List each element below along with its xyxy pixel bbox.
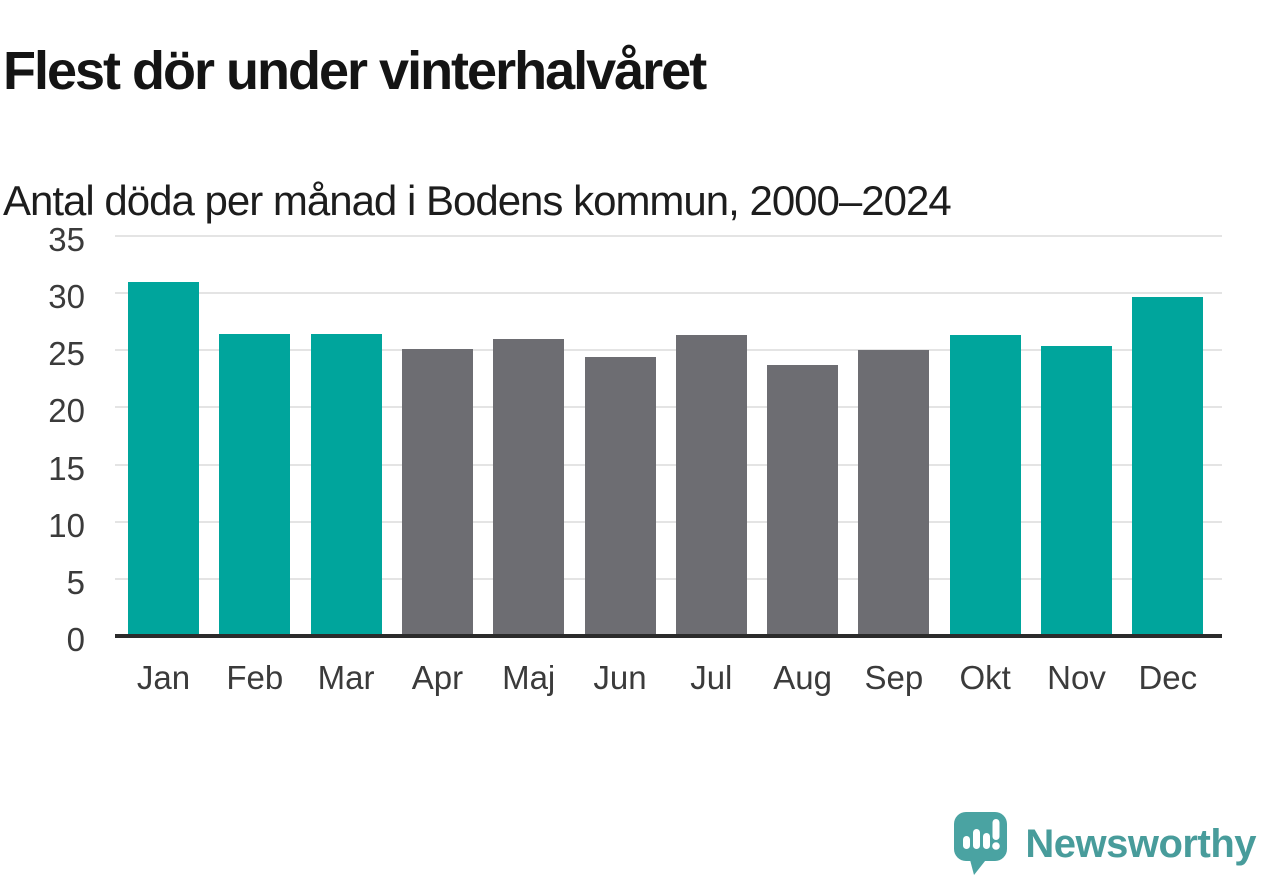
x-tick-label-dec: Dec	[1138, 659, 1198, 696]
logo-exclamation-dot	[992, 842, 1001, 850]
y-tick-label-20: 20	[48, 392, 85, 430]
gridline-30	[115, 292, 1222, 295]
bar-aug	[767, 365, 839, 636]
y-tick-label-0: 0	[66, 621, 85, 658]
x-tick-label-mar: Mar	[317, 659, 375, 696]
x-tick-label-sep: Sep	[864, 659, 924, 696]
gridline-25	[115, 349, 1222, 352]
logo-exclamation-bar	[992, 819, 1000, 840]
chart-subtitle: Antal döda per månad i Bodens kommun, 20…	[3, 177, 952, 224]
y-tick-label-25: 25	[48, 335, 85, 373]
gridline-20	[115, 406, 1222, 409]
bar-jun	[584, 357, 656, 636]
gridline-15	[115, 463, 1222, 466]
x-tick-label-apr: Apr	[411, 659, 464, 696]
bar-maj	[493, 338, 565, 636]
y-tick-label-10: 10	[48, 506, 85, 544]
bar-dec	[1132, 296, 1204, 636]
bar-nov	[1041, 345, 1112, 636]
logo-bar-small	[963, 836, 971, 849]
x-tick-label-aug: Aug	[773, 659, 832, 696]
y-tick-label-30: 30	[48, 278, 85, 316]
newsworthy-logo: Newsworthy	[954, 812, 1256, 876]
gridline-10	[115, 520, 1222, 523]
y-tick-label-35: 35	[48, 221, 85, 258]
chart-title: Flest dör under vinterhalvåret	[3, 41, 707, 102]
x-tick-label-jul: Jul	[690, 659, 733, 696]
x-axis-line	[115, 634, 1222, 638]
logo-bar-medium	[983, 833, 991, 849]
x-tick-label-nov: Nov	[1047, 659, 1106, 696]
gridline-5	[115, 577, 1222, 580]
newsworthy-logo-icon	[954, 812, 1008, 875]
bar-okt	[949, 335, 1021, 636]
x-tick-label-maj: Maj	[502, 659, 556, 696]
bar-jul	[675, 335, 747, 636]
gridline-35	[115, 235, 1222, 237]
logo-bar-tall	[973, 829, 981, 849]
y-tick-label-5: 5	[66, 563, 85, 601]
y-tick-label-15: 15	[48, 449, 85, 487]
bar-chart-plot-area	[115, 235, 1222, 638]
bar-feb	[219, 334, 291, 636]
bar-mar	[310, 334, 382, 636]
x-tick-label-jun: Jun	[593, 659, 647, 696]
bar-sep	[858, 350, 930, 636]
newsworthy-logo-text: Newsworthy	[1025, 821, 1256, 866]
x-tick-label-jan: Jan	[136, 659, 191, 696]
bar-jan	[128, 281, 199, 636]
bar-apr	[401, 349, 473, 636]
x-tick-label-okt: Okt	[959, 659, 1011, 696]
x-tick-label-feb: Feb	[226, 659, 284, 696]
